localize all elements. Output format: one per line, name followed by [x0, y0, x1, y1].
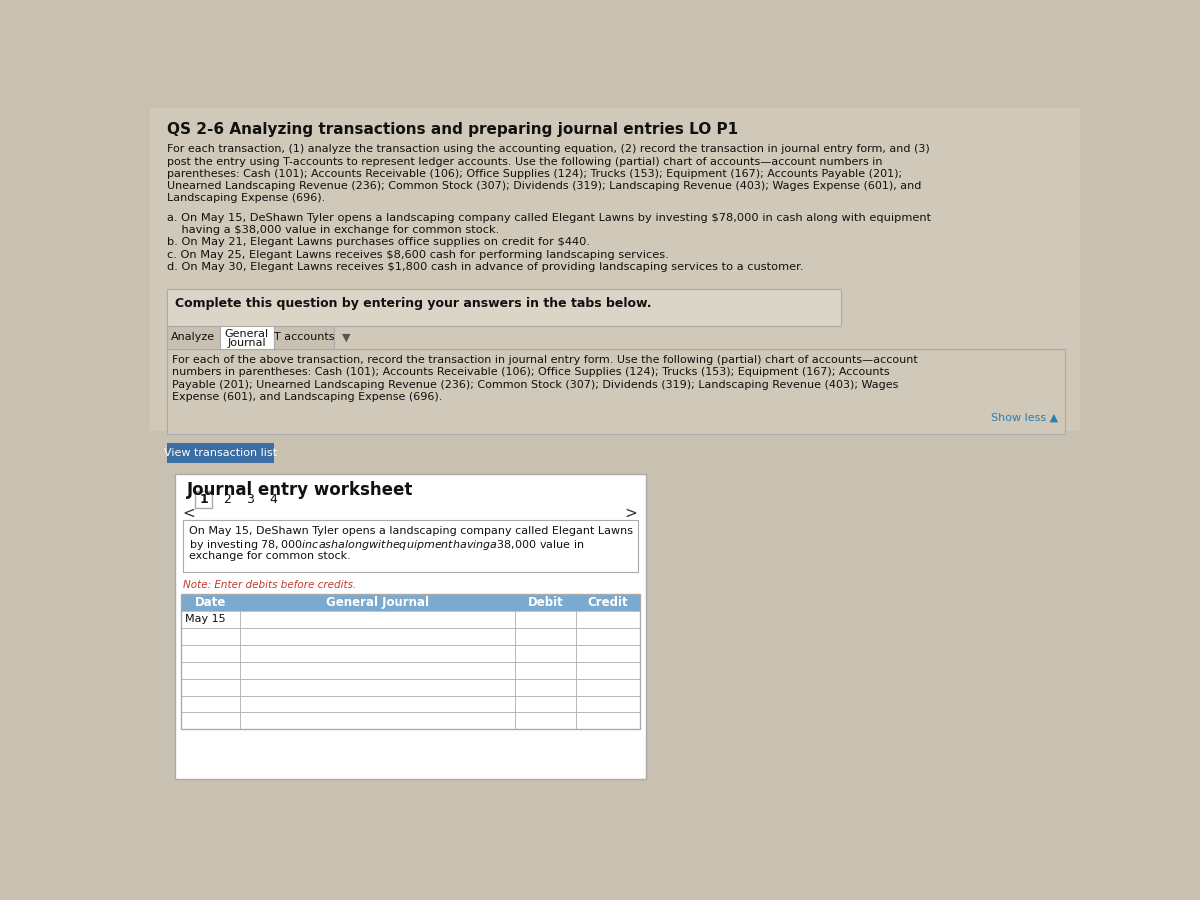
Text: post the entry using T-accounts to represent ledger accounts. Use the following : post the entry using T-accounts to repre…	[167, 157, 882, 166]
Text: Landscaping Expense (696).: Landscaping Expense (696).	[167, 194, 325, 203]
Text: >: >	[624, 506, 637, 521]
Text: May 15: May 15	[185, 615, 226, 625]
Text: 3: 3	[246, 492, 254, 506]
FancyBboxPatch shape	[274, 326, 335, 349]
FancyBboxPatch shape	[576, 611, 640, 628]
Text: Journal: Journal	[228, 338, 266, 348]
Text: 4: 4	[269, 492, 277, 506]
FancyBboxPatch shape	[576, 594, 640, 611]
FancyBboxPatch shape	[515, 611, 576, 628]
Text: 1: 1	[199, 492, 208, 506]
FancyBboxPatch shape	[515, 644, 576, 662]
FancyBboxPatch shape	[240, 594, 515, 611]
Text: b. On May 21, Elegant Lawns purchases office supplies on credit for $440.: b. On May 21, Elegant Lawns purchases of…	[167, 238, 590, 248]
Text: Unearned Landscaping Revenue (236); Common Stock (307); Dividends (319); Landsca: Unearned Landscaping Revenue (236); Comm…	[167, 181, 922, 191]
FancyBboxPatch shape	[182, 520, 638, 572]
FancyBboxPatch shape	[150, 108, 1080, 431]
FancyBboxPatch shape	[515, 628, 576, 644]
Text: Credit: Credit	[588, 596, 629, 608]
FancyBboxPatch shape	[576, 713, 640, 729]
FancyBboxPatch shape	[515, 594, 576, 611]
FancyBboxPatch shape	[240, 679, 515, 696]
Text: Journal entry worksheet: Journal entry worksheet	[187, 482, 414, 500]
FancyBboxPatch shape	[576, 662, 640, 679]
FancyBboxPatch shape	[181, 611, 240, 628]
Text: Expense (601), and Landscaping Expense (696).: Expense (601), and Landscaping Expense (…	[172, 392, 442, 402]
Text: parentheses: Cash (101); Accounts Receivable (106); Office Supplies (124); Truck: parentheses: Cash (101); Accounts Receiv…	[167, 169, 902, 179]
FancyBboxPatch shape	[181, 594, 240, 611]
FancyBboxPatch shape	[515, 662, 576, 679]
FancyBboxPatch shape	[240, 611, 515, 628]
Text: a. On May 15, DeShawn Tyler opens a landscaping company called Elegant Lawns by : a. On May 15, DeShawn Tyler opens a land…	[167, 212, 931, 222]
FancyBboxPatch shape	[181, 679, 240, 696]
Text: numbers in parentheses: Cash (101); Accounts Receivable (106); Office Supplies (: numbers in parentheses: Cash (101); Acco…	[172, 367, 889, 377]
Text: Date: Date	[194, 596, 226, 608]
Text: Note: Enter debits before credits.: Note: Enter debits before credits.	[182, 580, 356, 590]
FancyBboxPatch shape	[181, 713, 240, 729]
Text: General: General	[224, 328, 269, 338]
FancyBboxPatch shape	[240, 662, 515, 679]
FancyBboxPatch shape	[576, 644, 640, 662]
Text: c. On May 25, Elegant Lawns receives $8,600 cash for performing landscaping serv: c. On May 25, Elegant Lawns receives $8,…	[167, 249, 668, 260]
FancyBboxPatch shape	[194, 491, 212, 508]
FancyBboxPatch shape	[167, 289, 841, 326]
FancyBboxPatch shape	[181, 644, 240, 662]
FancyBboxPatch shape	[181, 696, 240, 713]
Text: by investing $78,000 in cash along with equipment having a $38,000 value in: by investing $78,000 in cash along with …	[188, 538, 584, 553]
FancyBboxPatch shape	[175, 473, 646, 779]
FancyBboxPatch shape	[167, 326, 220, 349]
Text: View transaction list: View transaction list	[164, 448, 277, 458]
Text: Analyze: Analyze	[172, 332, 216, 343]
Text: exchange for common stock.: exchange for common stock.	[188, 551, 350, 561]
FancyBboxPatch shape	[240, 644, 515, 662]
FancyBboxPatch shape	[240, 696, 515, 713]
FancyBboxPatch shape	[175, 473, 646, 779]
Text: <: <	[182, 506, 196, 521]
Text: T accounts: T accounts	[274, 332, 335, 343]
FancyBboxPatch shape	[515, 696, 576, 713]
FancyBboxPatch shape	[181, 662, 240, 679]
FancyBboxPatch shape	[576, 628, 640, 644]
Text: ▼: ▼	[342, 332, 350, 343]
Text: Show less ▲: Show less ▲	[991, 413, 1058, 423]
Text: Payable (201); Unearned Landscaping Revenue (236); Common Stock (307); Dividends: Payable (201); Unearned Landscaping Reve…	[172, 380, 898, 390]
FancyBboxPatch shape	[181, 628, 240, 644]
Text: QS 2-6 Analyzing transactions and preparing journal entries LO P1: QS 2-6 Analyzing transactions and prepar…	[167, 122, 738, 137]
FancyBboxPatch shape	[220, 326, 274, 349]
Text: On May 15, DeShawn Tyler opens a landscaping company called Elegant Lawns: On May 15, DeShawn Tyler opens a landsca…	[188, 526, 632, 536]
Text: For each transaction, (1) analyze the transaction using the accounting equation,: For each transaction, (1) analyze the tr…	[167, 144, 930, 154]
FancyBboxPatch shape	[576, 696, 640, 713]
Text: 2: 2	[223, 492, 230, 506]
Text: General Journal: General Journal	[326, 596, 428, 608]
FancyBboxPatch shape	[167, 349, 1064, 434]
Text: Complete this question by entering your answers in the tabs below.: Complete this question by entering your …	[175, 297, 652, 310]
FancyBboxPatch shape	[576, 679, 640, 696]
Text: For each of the above transaction, record the transaction in journal entry form.: For each of the above transaction, recor…	[172, 356, 918, 365]
Text: d. On May 30, Elegant Lawns receives $1,800 cash in advance of providing landsca: d. On May 30, Elegant Lawns receives $1,…	[167, 262, 804, 272]
FancyBboxPatch shape	[240, 713, 515, 729]
FancyBboxPatch shape	[515, 679, 576, 696]
FancyBboxPatch shape	[240, 628, 515, 644]
FancyBboxPatch shape	[167, 443, 274, 463]
FancyBboxPatch shape	[515, 713, 576, 729]
Text: having a $38,000 value in exchange for common stock.: having a $38,000 value in exchange for c…	[167, 225, 499, 235]
Text: Debit: Debit	[528, 596, 564, 608]
